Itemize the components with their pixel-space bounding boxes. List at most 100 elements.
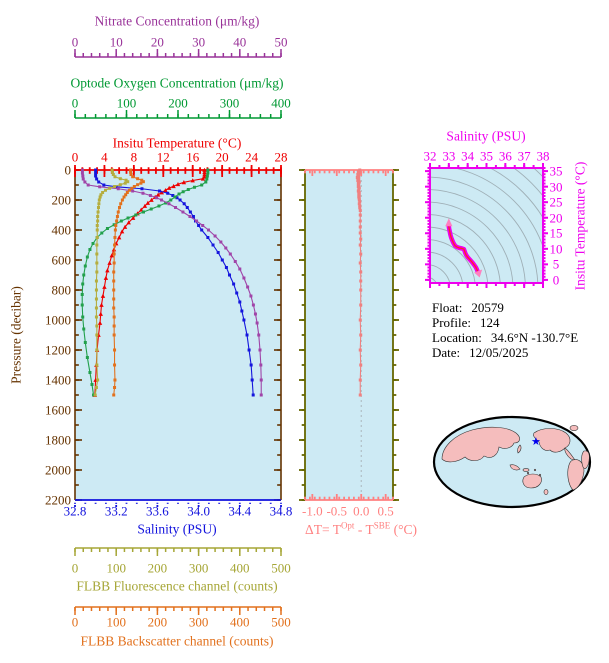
backscatter-profile-curve (112, 168, 145, 397)
tick-label: 400 (271, 95, 291, 111)
tick-label: 33 (442, 148, 456, 164)
date-label: Date: (432, 345, 461, 360)
profile-line: Profile: 124 (432, 315, 500, 331)
tick-label: 0 (71, 560, 79, 576)
tick-label: 35 (480, 148, 493, 164)
float-position-star: ★ (531, 436, 541, 448)
world-map: ★ (432, 415, 592, 509)
tick-label: 2000 (45, 462, 71, 478)
tick-label: 30 (192, 34, 206, 50)
backscatter-axis (74, 606, 282, 615)
tick-label: 33.6 (146, 503, 169, 519)
tick-label: 500 (271, 560, 291, 576)
location-value: 34.6°N -130.7°E (490, 330, 579, 345)
tick-label: 0.5 (377, 503, 394, 519)
tick-label: 300 (188, 560, 209, 576)
tick-label: 100 (106, 560, 126, 576)
tick-label: 40 (233, 34, 247, 50)
profile-label: Profile: (432, 315, 471, 330)
ts-arrow-top (445, 218, 453, 227)
pressure-axis-title: Pressure (decibar) (8, 286, 24, 384)
tick-label: 15 (549, 225, 563, 241)
tick-label: 8 (130, 149, 138, 165)
tick-label: 0 (64, 162, 72, 178)
location-line: Location: 34.6°N -130.7°E (432, 330, 578, 346)
tick-label: 300 (219, 95, 240, 111)
backscatter-axis-title: FLBB Backscatter channel (counts) (80, 633, 274, 649)
tick-label: 100 (116, 95, 137, 111)
temperature-axis-title: Insitu Temperature (°C) (112, 135, 242, 151)
tick-label: 1400 (45, 372, 71, 388)
fluorescence-axis (74, 547, 282, 556)
tick-label: 33.2 (104, 503, 128, 519)
tick-label: 20 (150, 34, 164, 50)
ts-profile-curve (445, 218, 483, 278)
tick-label: 50 (274, 34, 288, 50)
float-label: Float: (432, 300, 463, 315)
profile-value: 124 (480, 315, 500, 330)
nitrate-axis (74, 49, 282, 58)
tick-label: 34.4 (228, 503, 252, 519)
tick-label: 5 (552, 256, 560, 272)
tick-label: -0.5 (326, 503, 348, 519)
date-value: 12/05/2025 (469, 345, 529, 360)
tick-label: 1200 (45, 342, 71, 358)
tick-label: 200 (168, 95, 188, 111)
float-id-line: Float: 20579 (432, 300, 504, 316)
ts-salinity-axis-title: Salinity (PSU) (446, 128, 526, 144)
tick-label: 4 (101, 149, 108, 165)
tick-label: 1000 (45, 312, 71, 328)
tick-label: 34.0 (187, 503, 210, 519)
tick-label: 500 (271, 614, 291, 630)
isopycnal-contours (430, 168, 543, 283)
fluorescence-axis-title: FLBB Fluorescence channel (counts) (76, 578, 278, 594)
tick-label: -1.0 (302, 503, 323, 519)
tick-label: 200 (147, 614, 168, 630)
tick-label: 10 (109, 34, 123, 50)
tick-label: 0 (71, 95, 79, 111)
delta-t-panel (299, 168, 399, 501)
tick-label: 400 (230, 560, 250, 576)
tick-label: 37 (517, 148, 531, 164)
oxygen-axis (74, 110, 282, 119)
tick-label: 34.8 (269, 503, 293, 519)
tick-label: 200 (147, 560, 168, 576)
date-line: Date: 12/05/2025 (432, 345, 528, 361)
tick-label: 32 (423, 148, 437, 164)
delta-t-axis-title: ΔT= TOpt - TSBE (°C) (305, 520, 417, 537)
oxygen-profile-curve (80, 168, 210, 397)
tick-label: 0 (71, 614, 79, 630)
fluorescence-profile-curve (93, 168, 130, 397)
tick-label: 1800 (45, 432, 71, 448)
tick-label: 34 (461, 148, 475, 164)
salinity-axis-title: Salinity (PSU) (137, 521, 217, 537)
nitrate-profile-curve (80, 168, 263, 397)
tick-label: 24 (245, 149, 259, 165)
location-label: Location: (432, 330, 482, 345)
tick-label: 30 (549, 179, 563, 195)
tick-label: 200 (51, 192, 72, 208)
nitrate-axis-title: Nitrate Concentration (μm/kg) (94, 13, 260, 29)
float-value: 20579 (471, 300, 504, 315)
tick-label: 32.8 (63, 503, 87, 519)
tick-label: 20 (215, 149, 229, 165)
tick-label: 800 (51, 282, 72, 298)
tick-label: 0 (552, 272, 560, 288)
tick-label: 0 (71, 34, 79, 50)
tick-label: 12 (156, 149, 170, 165)
tick-label: 28 (274, 149, 288, 165)
tick-label: 100 (106, 614, 126, 630)
delta-t-curve (355, 168, 363, 397)
ts-panel (425, 163, 548, 288)
tick-label: 25 (549, 194, 563, 210)
tick-label: 300 (188, 614, 209, 630)
tick-label: 400 (51, 222, 72, 238)
tick-label: 36 (498, 148, 512, 164)
tick-label: 0.0 (353, 503, 370, 519)
tick-label: 600 (51, 252, 72, 268)
tick-label: 16 (186, 149, 200, 165)
tick-label: 1600 (45, 402, 71, 418)
tick-label: 38 (536, 148, 550, 164)
